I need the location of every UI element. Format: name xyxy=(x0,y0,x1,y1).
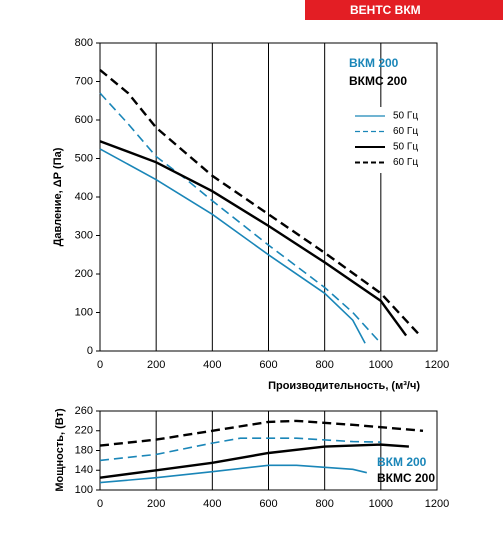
series-line xyxy=(99,140,408,337)
y-tick-label: 260 xyxy=(75,405,93,417)
y-tick-label: 200 xyxy=(75,268,93,280)
y-tick-label: 400 xyxy=(75,191,93,203)
legend-label: 60 Гц xyxy=(393,157,418,168)
y-axis-label: Мощность, (Вт) xyxy=(54,408,66,492)
legend-label: 60 Гц xyxy=(393,126,418,137)
y-tick-label: 140 xyxy=(75,464,93,476)
annotation: ВКМ 200 xyxy=(349,56,399,70)
series-line xyxy=(99,68,421,337)
y-tick-label: 220 xyxy=(75,425,93,437)
series-line xyxy=(99,464,367,484)
y-axis-label: Давление, ΔР (Па) xyxy=(52,147,64,246)
annotation: ВКМС 200 xyxy=(349,74,407,88)
y-tick-label: 600 xyxy=(75,114,93,126)
brand: ВЕНТС ВКМ xyxy=(350,3,421,17)
x-tick-label: 400 xyxy=(203,359,221,371)
series-line xyxy=(99,148,366,344)
y-tick-label: 100 xyxy=(75,306,93,318)
x-tick-label: 0 xyxy=(97,498,103,510)
series-line xyxy=(99,443,409,479)
x-tick-label: 400 xyxy=(203,498,221,510)
x-tick-label: 1000 xyxy=(369,498,393,510)
y-tick-label: 100 xyxy=(75,484,93,496)
y-tick-label: 700 xyxy=(75,75,93,87)
legend-label: 50 Гц xyxy=(393,111,418,122)
annotation: ВКМС 200 xyxy=(377,471,435,485)
series-line xyxy=(99,437,381,462)
x-tick-label: 1000 xyxy=(369,359,393,371)
x-tick-label: 800 xyxy=(315,359,333,371)
y-tick-label: 0 xyxy=(87,345,93,357)
y-tick-label: 500 xyxy=(75,152,93,164)
x-tick-label: 600 xyxy=(259,359,277,371)
series-line xyxy=(99,419,424,447)
x-tick-label: 800 xyxy=(315,498,333,510)
y-tick-label: 800 xyxy=(75,37,93,49)
x-tick-label: 600 xyxy=(259,498,277,510)
legend-label: 50 Гц xyxy=(393,142,418,153)
header-bar xyxy=(305,0,503,20)
x-tick-label: 200 xyxy=(147,359,165,371)
x-tick-label: 1200 xyxy=(425,498,449,510)
x-axis-label: Производительность, (м³/ч) xyxy=(268,380,420,392)
y-tick-label: 180 xyxy=(75,444,93,456)
y-tick-label: 300 xyxy=(75,229,93,241)
x-tick-label: 1200 xyxy=(425,359,449,371)
x-tick-label: 200 xyxy=(147,498,165,510)
annotation: ВКМ 200 xyxy=(377,455,427,469)
series-line xyxy=(99,92,382,344)
x-tick-label: 0 xyxy=(97,359,103,371)
